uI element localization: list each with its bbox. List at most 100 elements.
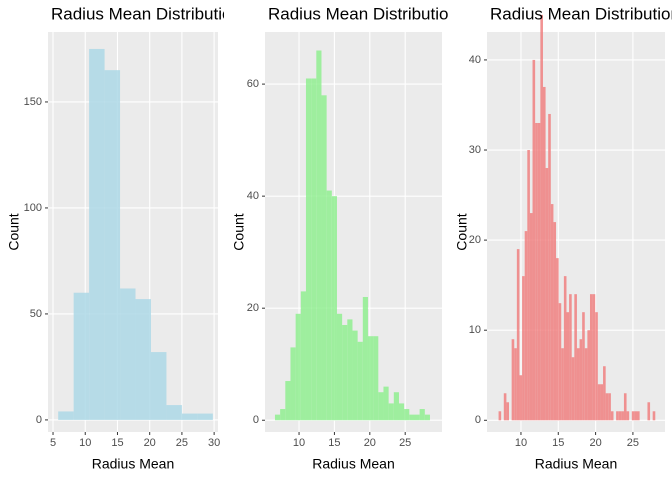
panel: 0 10 20 30 40 10 15 20 25 Radius Mean Count Radius …: [454, 4, 672, 471]
bar: [621, 411, 624, 421]
bar: [295, 313, 301, 421]
panel: 0 50 100 150 5 10 15 20 25 30 Radius Mean Count Radi…: [6, 4, 241, 472]
bar: [574, 294, 577, 421]
bar: [326, 190, 332, 421]
bar: [285, 381, 291, 421]
bar: [519, 375, 523, 421]
y-tick-label: 50: [30, 308, 42, 320]
bar: [561, 348, 564, 421]
bar: [584, 348, 588, 421]
bar: [424, 414, 430, 421]
bar: [631, 411, 635, 421]
bar: [352, 330, 358, 421]
bar: [409, 414, 415, 421]
bar: [290, 347, 296, 421]
bar: [608, 393, 611, 421]
bar: [592, 294, 596, 421]
bar: [347, 319, 353, 421]
bar: [357, 341, 363, 421]
bar: [419, 409, 425, 421]
x-tick-label: 15: [328, 437, 340, 449]
bar: [647, 402, 651, 421]
x-axis-title: Radius Mean: [92, 456, 175, 472]
bar: [529, 213, 533, 421]
bar: [373, 336, 379, 421]
bar: [503, 393, 507, 421]
bar: [398, 403, 405, 421]
chart-title: Radius Mean Distribution: [490, 4, 672, 23]
bar: [634, 411, 638, 421]
bar: [548, 113, 551, 421]
bar: [637, 411, 640, 421]
bar: [300, 291, 306, 421]
bar: [311, 78, 317, 421]
y-axis-title: Count: [454, 213, 470, 250]
bar: [527, 150, 530, 421]
bar: [558, 303, 562, 421]
bar: [58, 411, 74, 420]
x-tick-label: 25: [627, 437, 639, 449]
y-tick-label: 40: [247, 190, 259, 202]
bar: [393, 392, 399, 421]
x-tick-label: 20: [364, 437, 376, 449]
bar: [542, 86, 546, 421]
panel: 0 20 40 60 10 15 20 25 Radius Mean Count Radius Me…: [231, 4, 448, 471]
bar: [576, 348, 580, 421]
bar: [603, 366, 606, 421]
bar: [550, 204, 554, 421]
bar: [316, 50, 322, 421]
bar: [181, 413, 198, 420]
y-tick-label: 60: [247, 78, 259, 90]
bar: [582, 312, 585, 421]
x-tick-label: 25: [399, 437, 411, 449]
chart-title: Radius Mean Distribution: [51, 4, 241, 23]
bar: [388, 403, 394, 421]
bar: [321, 95, 327, 421]
bar: [571, 357, 575, 421]
bar: [404, 409, 410, 421]
bar: [522, 276, 525, 421]
y-tick-label: 100: [24, 202, 42, 214]
bar: [511, 339, 515, 421]
bar: [120, 288, 136, 420]
bar: [532, 59, 536, 421]
bar: [610, 411, 614, 421]
bar: [506, 402, 510, 421]
bar: [516, 249, 520, 421]
x-tick-label: 25: [176, 437, 188, 449]
bar: [367, 336, 374, 421]
bar: [563, 276, 567, 421]
x-tick-label: 30: [208, 437, 220, 449]
bar: [545, 168, 549, 421]
bar: [150, 352, 167, 420]
bar: [605, 393, 609, 421]
x-tick-label: 15: [552, 437, 564, 449]
bar: [73, 292, 90, 420]
y-tick-label: 0: [253, 414, 259, 426]
y-tick-label: 20: [247, 302, 259, 314]
y-tick-label: 0: [36, 414, 42, 426]
bar: [569, 294, 572, 421]
bar: [89, 48, 105, 420]
bar: [378, 392, 384, 421]
bar: [626, 411, 630, 421]
bar: [535, 122, 538, 421]
bar: [556, 258, 559, 421]
bar: [553, 222, 557, 421]
x-tick-label: 20: [589, 437, 601, 449]
bar: [305, 78, 312, 421]
y-tick-label: 150: [24, 96, 42, 108]
x-tick-label: 10: [515, 437, 527, 449]
bar: [514, 348, 517, 421]
x-tick-label: 5: [50, 437, 56, 449]
bar: [623, 393, 627, 421]
x-tick-label: 10: [293, 437, 305, 449]
bar: [595, 312, 598, 421]
bar: [597, 384, 601, 421]
bar: [600, 384, 604, 421]
y-tick-label: 10: [469, 324, 481, 336]
x-tick-label: 20: [144, 437, 156, 449]
bar: [383, 386, 389, 421]
bar: [498, 411, 502, 421]
